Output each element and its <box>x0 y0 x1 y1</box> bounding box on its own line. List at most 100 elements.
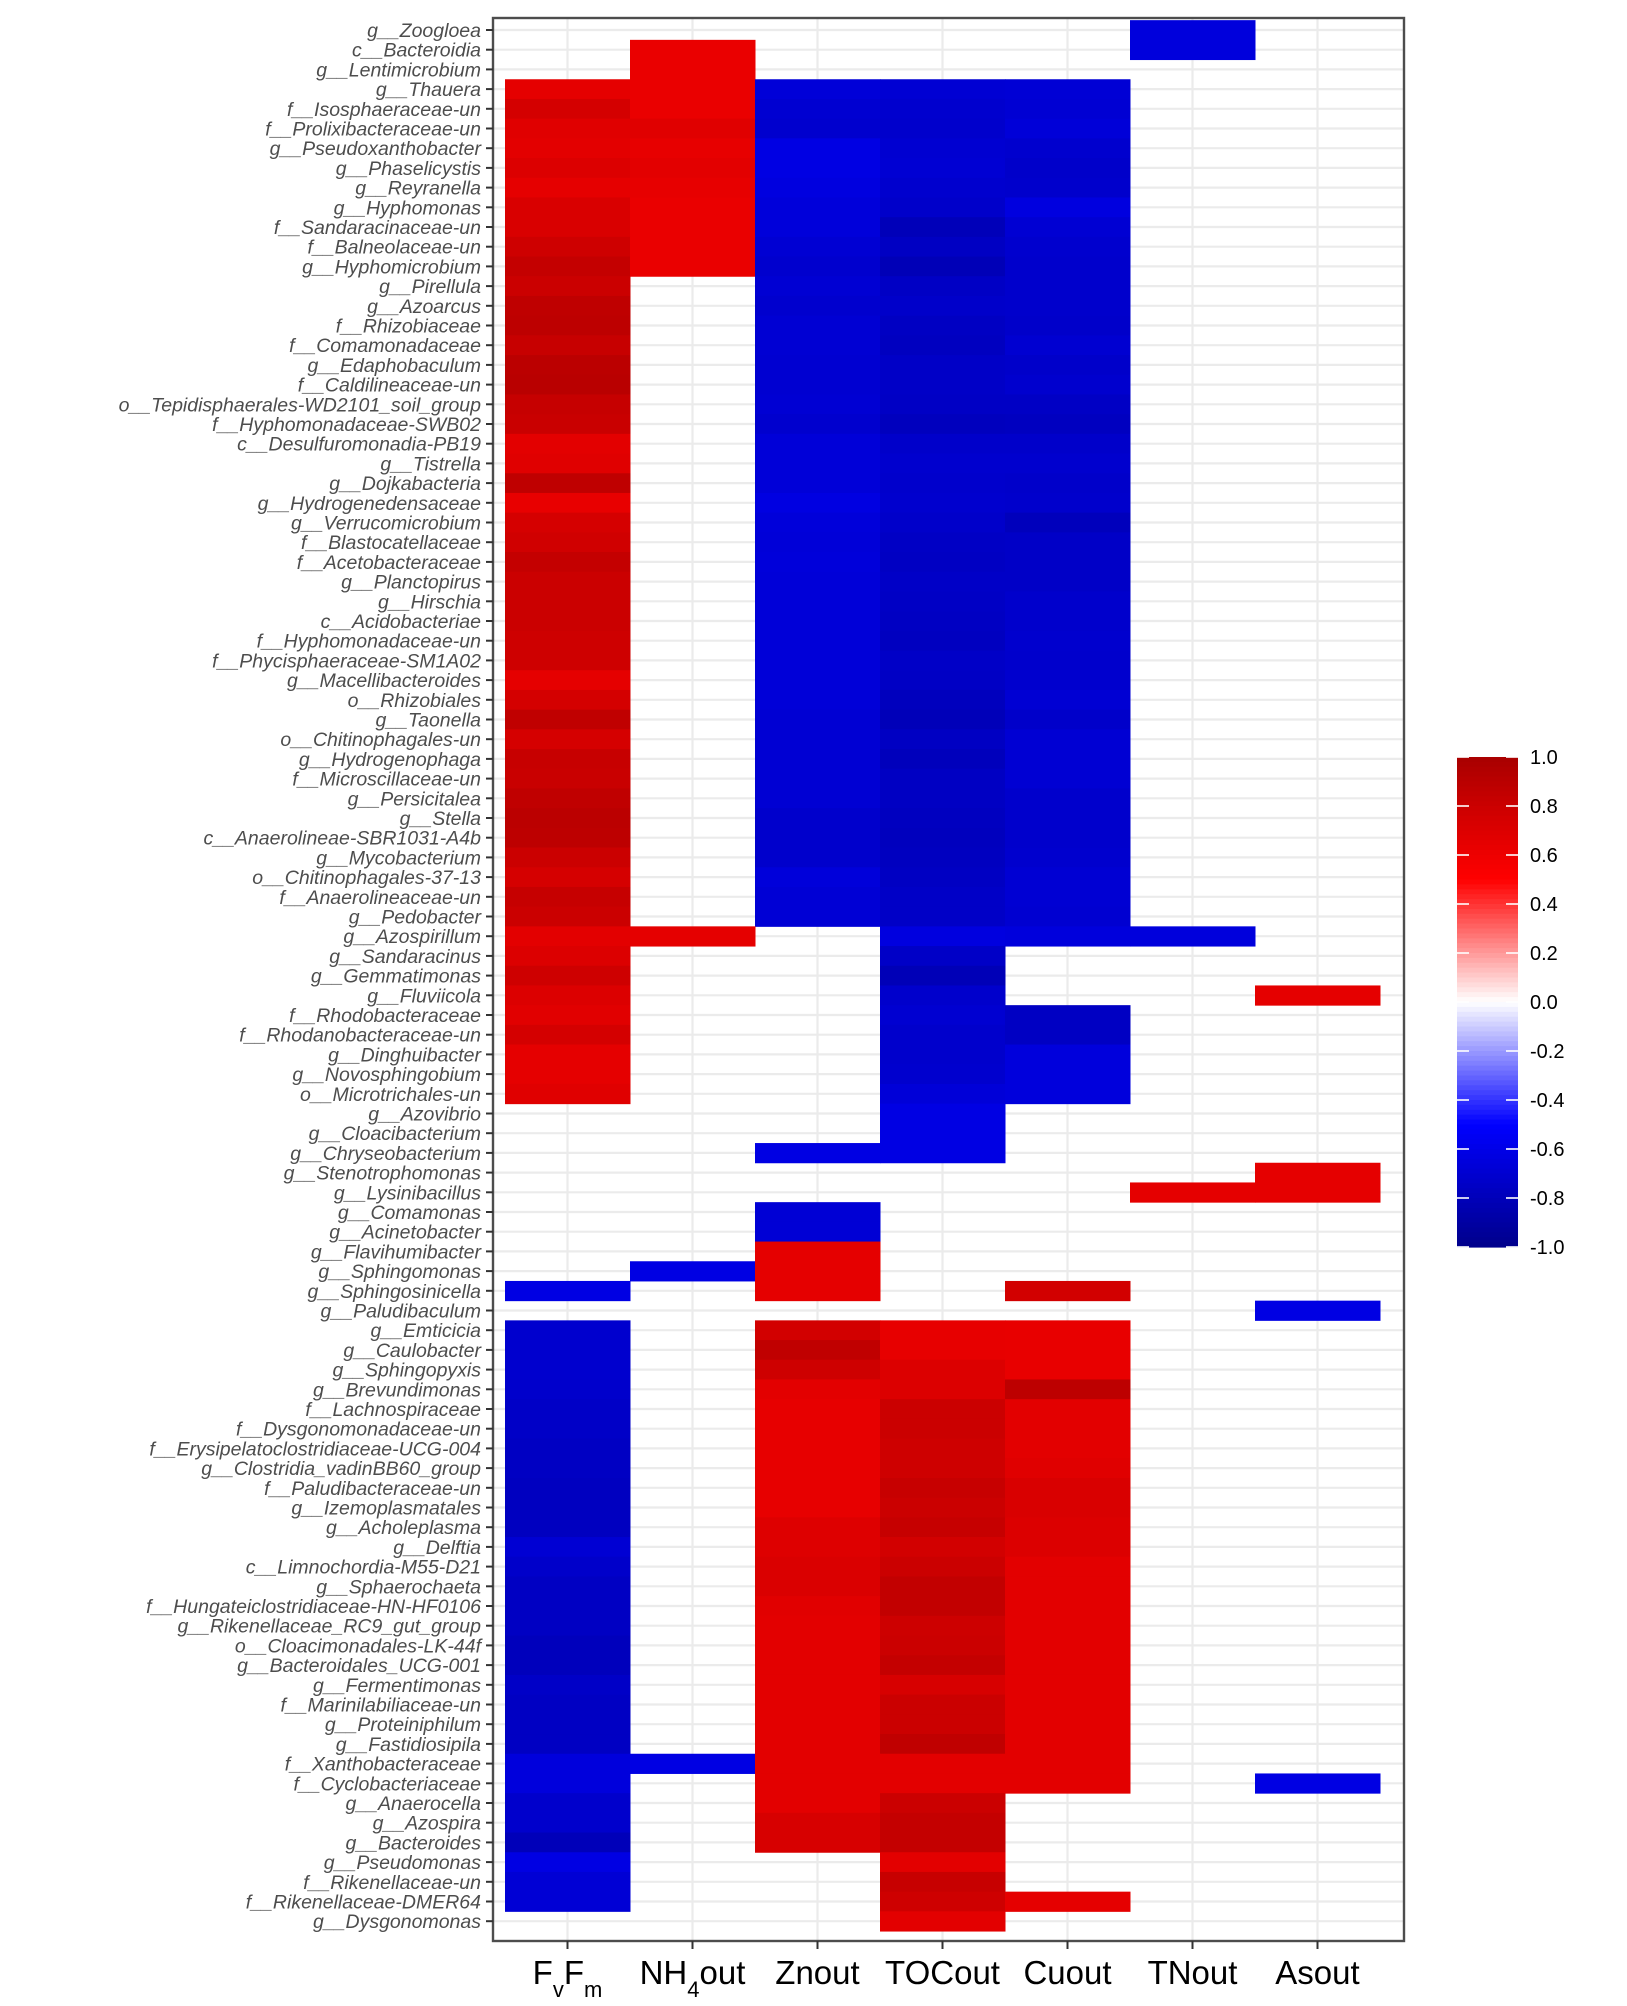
heatmap-cell <box>1005 1714 1131 1735</box>
legend-color-step <box>1457 869 1518 876</box>
legend-color-step <box>1457 1119 1518 1126</box>
heatmap-cell <box>1255 1162 1381 1183</box>
y-tick-label: g__Fluviicola <box>367 985 481 1007</box>
heatmap-cell <box>505 552 631 573</box>
heatmap-cell <box>505 197 631 218</box>
y-tick-label: f__Caldilineaceae-un <box>298 375 481 397</box>
heatmap-cell <box>755 1556 881 1577</box>
legend-color-step <box>1457 815 1518 822</box>
legend-color-step <box>1457 923 1518 930</box>
x-tick-label: Znout <box>775 1954 859 1991</box>
heatmap-cell <box>630 1753 756 1774</box>
heatmap-cell <box>1005 591 1131 612</box>
legend-color-step <box>1457 1158 1518 1165</box>
heatmap-cell <box>505 867 631 888</box>
y-tick-label: c__Desulfuromonadia-PB19 <box>237 434 481 456</box>
legend-color-step <box>1457 1046 1518 1052</box>
heatmap-cell <box>505 1517 631 1538</box>
heatmap-cell <box>1005 906 1131 927</box>
heatmap-cell <box>755 768 881 789</box>
heatmap-cell <box>880 1596 1006 1617</box>
heatmap-cell <box>505 808 631 829</box>
legend-color-step <box>1457 1168 1518 1175</box>
heatmap-cell <box>505 749 631 770</box>
heatmap-cell <box>505 1280 631 1302</box>
heatmap-cell <box>755 1812 881 1834</box>
legend-color-step <box>1457 1212 1518 1219</box>
legend-color-step <box>1457 948 1518 954</box>
heatmap-cell <box>505 1044 631 1065</box>
heatmap-cell <box>505 1418 631 1440</box>
heatmap-cell <box>880 138 1006 159</box>
heatmap-cell <box>1005 512 1131 533</box>
heatmap-cell <box>1005 670 1131 691</box>
heatmap-cell <box>505 571 631 592</box>
heatmap-cell <box>505 650 631 671</box>
y-tick-label: g__Sphingopyxis <box>332 1360 481 1382</box>
heatmap-cell <box>505 492 631 514</box>
heatmap-cell <box>1005 315 1131 336</box>
heatmap-cell <box>880 1911 1006 1932</box>
legend-color-step <box>1457 938 1518 944</box>
legend-color-step <box>1457 835 1518 841</box>
heatmap-cell <box>755 1340 881 1361</box>
heatmap-cell <box>755 1517 881 1538</box>
legend-tick-label: 0.8 <box>1530 796 1558 818</box>
heatmap-cell <box>880 1005 1006 1026</box>
heatmap-cell <box>505 1399 631 1420</box>
y-tick-label: o__Chitinophagales-un <box>280 729 481 751</box>
heatmap-cell <box>630 59 756 80</box>
heatmap-cell <box>1005 867 1131 888</box>
heatmap-cell <box>505 729 631 750</box>
legend-color-step <box>1457 884 1518 890</box>
legend-color-step <box>1457 1144 1518 1150</box>
y-tick-label: g__Lentimicrobium <box>316 59 481 81</box>
y-tick-label: g__Paludibaculum <box>321 1301 481 1323</box>
y-tick-label: g__Bacteroides <box>345 1832 481 1854</box>
heatmap-cell <box>880 1537 1006 1558</box>
heatmap-cell <box>1005 788 1131 809</box>
legend-color-step <box>1457 1207 1518 1214</box>
heatmap-cell <box>755 749 881 770</box>
heatmap-cell <box>880 1871 1006 1893</box>
legend-color-step <box>1457 904 1518 910</box>
heatmap-cell <box>1005 1418 1131 1440</box>
heatmap-cell <box>880 1024 1006 1046</box>
heatmap-cell <box>505 295 631 317</box>
legend-tick-label: 1.0 <box>1530 747 1558 769</box>
y-tick-label: f__Rhizobiaceae <box>336 316 481 338</box>
heatmap-cell <box>755 355 881 376</box>
heatmap-cell <box>505 374 631 395</box>
y-tick-label: g__Pseudomonas <box>324 1852 481 1874</box>
heatmap-cell <box>505 1083 631 1105</box>
heatmap-cell <box>1255 1182 1381 1203</box>
heatmap-cell <box>755 492 881 514</box>
y-tick-label: f__Anaerolineaceae-un <box>279 887 481 909</box>
heatmap-cell <box>880 256 1006 277</box>
heatmap-cell <box>505 611 631 632</box>
heatmap-cell <box>755 177 881 198</box>
y-tick-label: f__Lachnospiraceae <box>305 1399 481 1421</box>
heatmap-cell <box>755 827 881 849</box>
heatmap-cell <box>1005 1064 1131 1085</box>
heatmap-cell <box>1005 256 1131 277</box>
heatmap-cell <box>755 1477 881 1499</box>
y-tick-label: o__Chitinophagales-37-13 <box>252 867 481 889</box>
legend-color-step <box>1457 840 1518 846</box>
legend-color-step <box>1457 928 1518 934</box>
heatmap-cell <box>505 118 631 139</box>
legend-color-step <box>1457 766 1518 773</box>
legend-color-step <box>1457 1070 1518 1077</box>
heatmap-cell <box>880 552 1006 573</box>
legend-color-step <box>1457 977 1518 983</box>
heatmap-cell <box>1005 1399 1131 1420</box>
heatmap-cell <box>1005 79 1131 100</box>
heatmap-cell <box>880 1891 1006 1912</box>
legend-color-step <box>1457 1232 1518 1238</box>
y-tick-label: f__Isosphaeraceae-un <box>287 99 481 121</box>
heatmap-cell <box>880 847 1006 868</box>
heatmap-cell <box>755 394 881 415</box>
legend-tick-label: 0.2 <box>1530 943 1558 965</box>
heatmap-cell <box>505 512 631 533</box>
heatmap-cell <box>1005 1753 1131 1774</box>
